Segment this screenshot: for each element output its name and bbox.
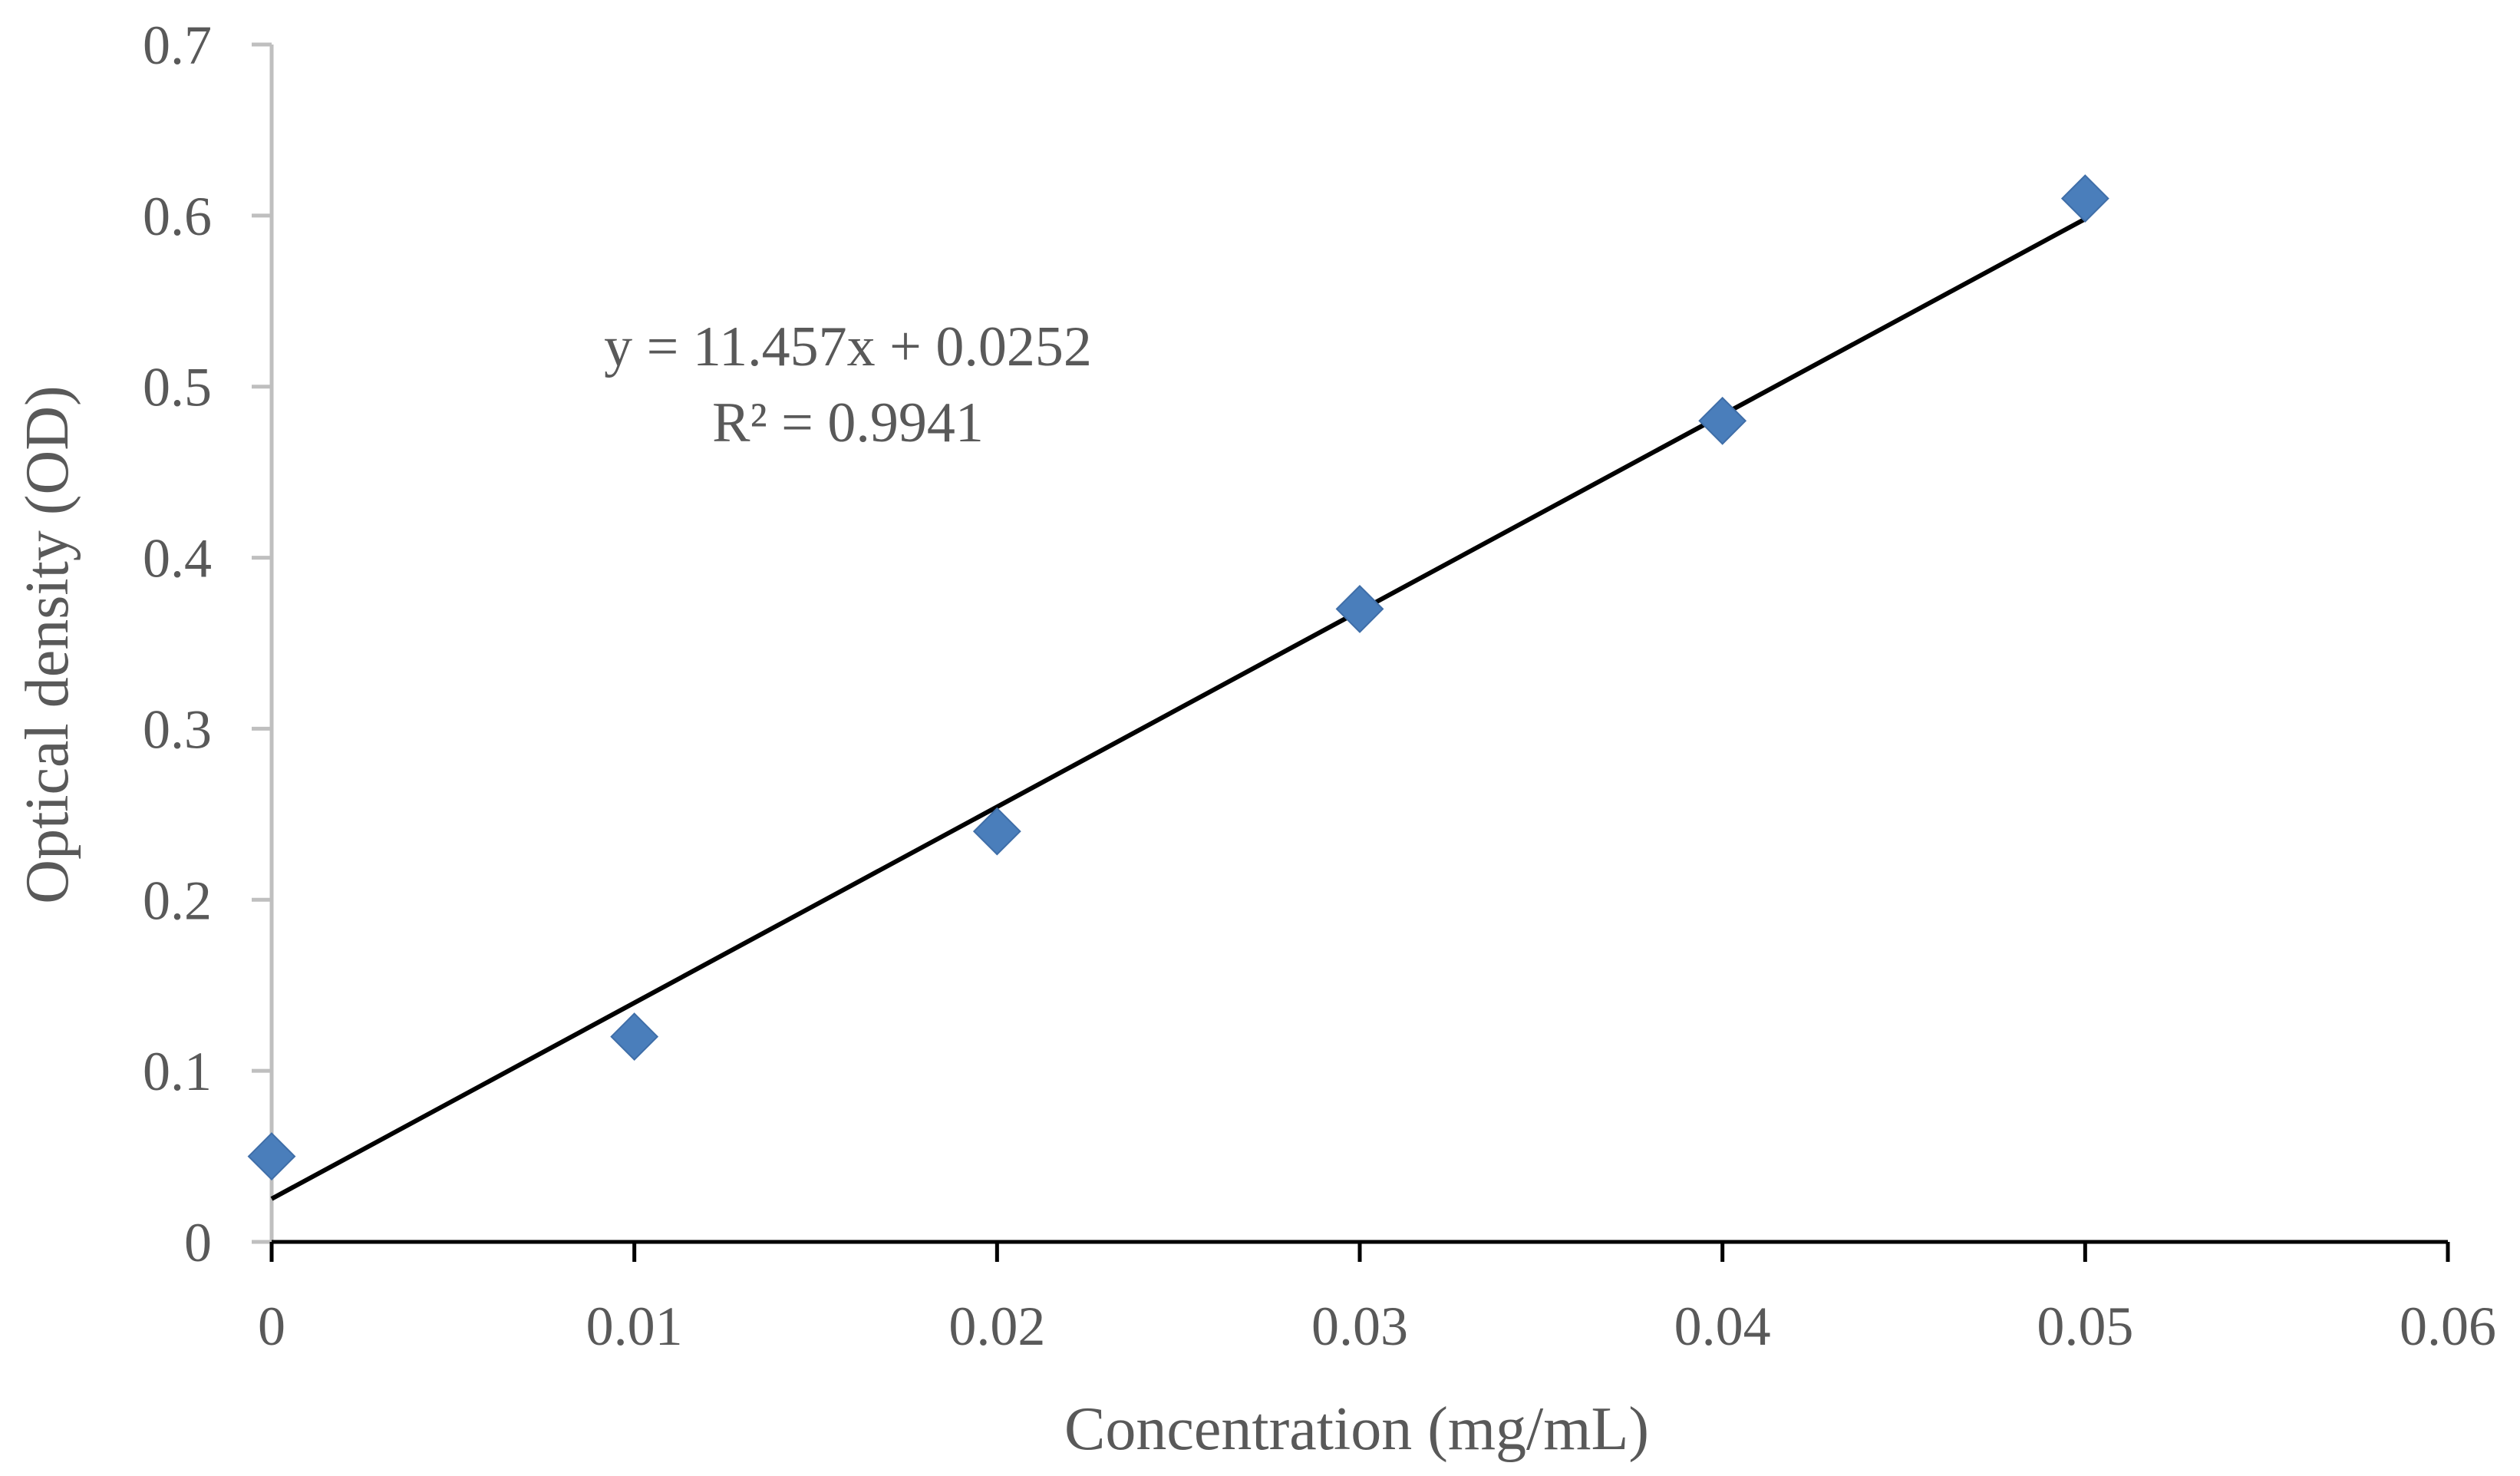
- x-axis-title: Concentration (mg/mL): [1064, 1395, 1649, 1463]
- axes: [269, 45, 2448, 1244]
- y-tick-label: 0: [184, 1212, 212, 1273]
- y-tick-label: 0.2: [143, 870, 212, 931]
- y-tick-label: 0.3: [143, 698, 212, 760]
- x-tick-label: 0.03: [1311, 1296, 1408, 1357]
- x-tick-label: 0.02: [948, 1296, 1045, 1357]
- y-axis-title: Optical density (OD): [14, 385, 81, 903]
- ticks: 0 0.1 0.2 0.3 0.4 0.5 0.6 0.7 0 0.01 0.02 0.03 0.04 0…: [143, 15, 2496, 1357]
- x-tick-label: 0: [258, 1296, 285, 1357]
- data-point: [247, 1132, 296, 1180]
- text-labels: y = 11.457x + 0.0252 R² = 0.9941 Concent…: [14, 315, 1649, 1463]
- y-tick-label: 0.6: [143, 186, 212, 247]
- data-point: [1698, 396, 1747, 445]
- data-point: [972, 807, 1021, 856]
- y-tick-label: 0.4: [143, 528, 212, 589]
- x-tick-label: 0.05: [2037, 1296, 2133, 1357]
- trendline: [270, 216, 2086, 1201]
- x-tick-label: 0.01: [586, 1296, 683, 1357]
- x-tick-label: 0.06: [2400, 1296, 2496, 1357]
- data-points: [247, 174, 2109, 1180]
- trendline-group: [270, 216, 2086, 1201]
- trendline-r-squared: R² = 0.9941: [712, 391, 984, 454]
- y-tick-label: 0.1: [143, 1041, 212, 1102]
- y-tick-label: 0.7: [143, 15, 212, 76]
- y-tick-label: 0.5: [143, 357, 212, 418]
- data-point: [2060, 174, 2109, 223]
- trendline-equation: y = 11.457x + 0.0252: [604, 315, 1092, 378]
- data-point: [1335, 585, 1384, 633]
- x-tick-label: 0.04: [1674, 1296, 1771, 1357]
- data-point: [610, 1012, 659, 1061]
